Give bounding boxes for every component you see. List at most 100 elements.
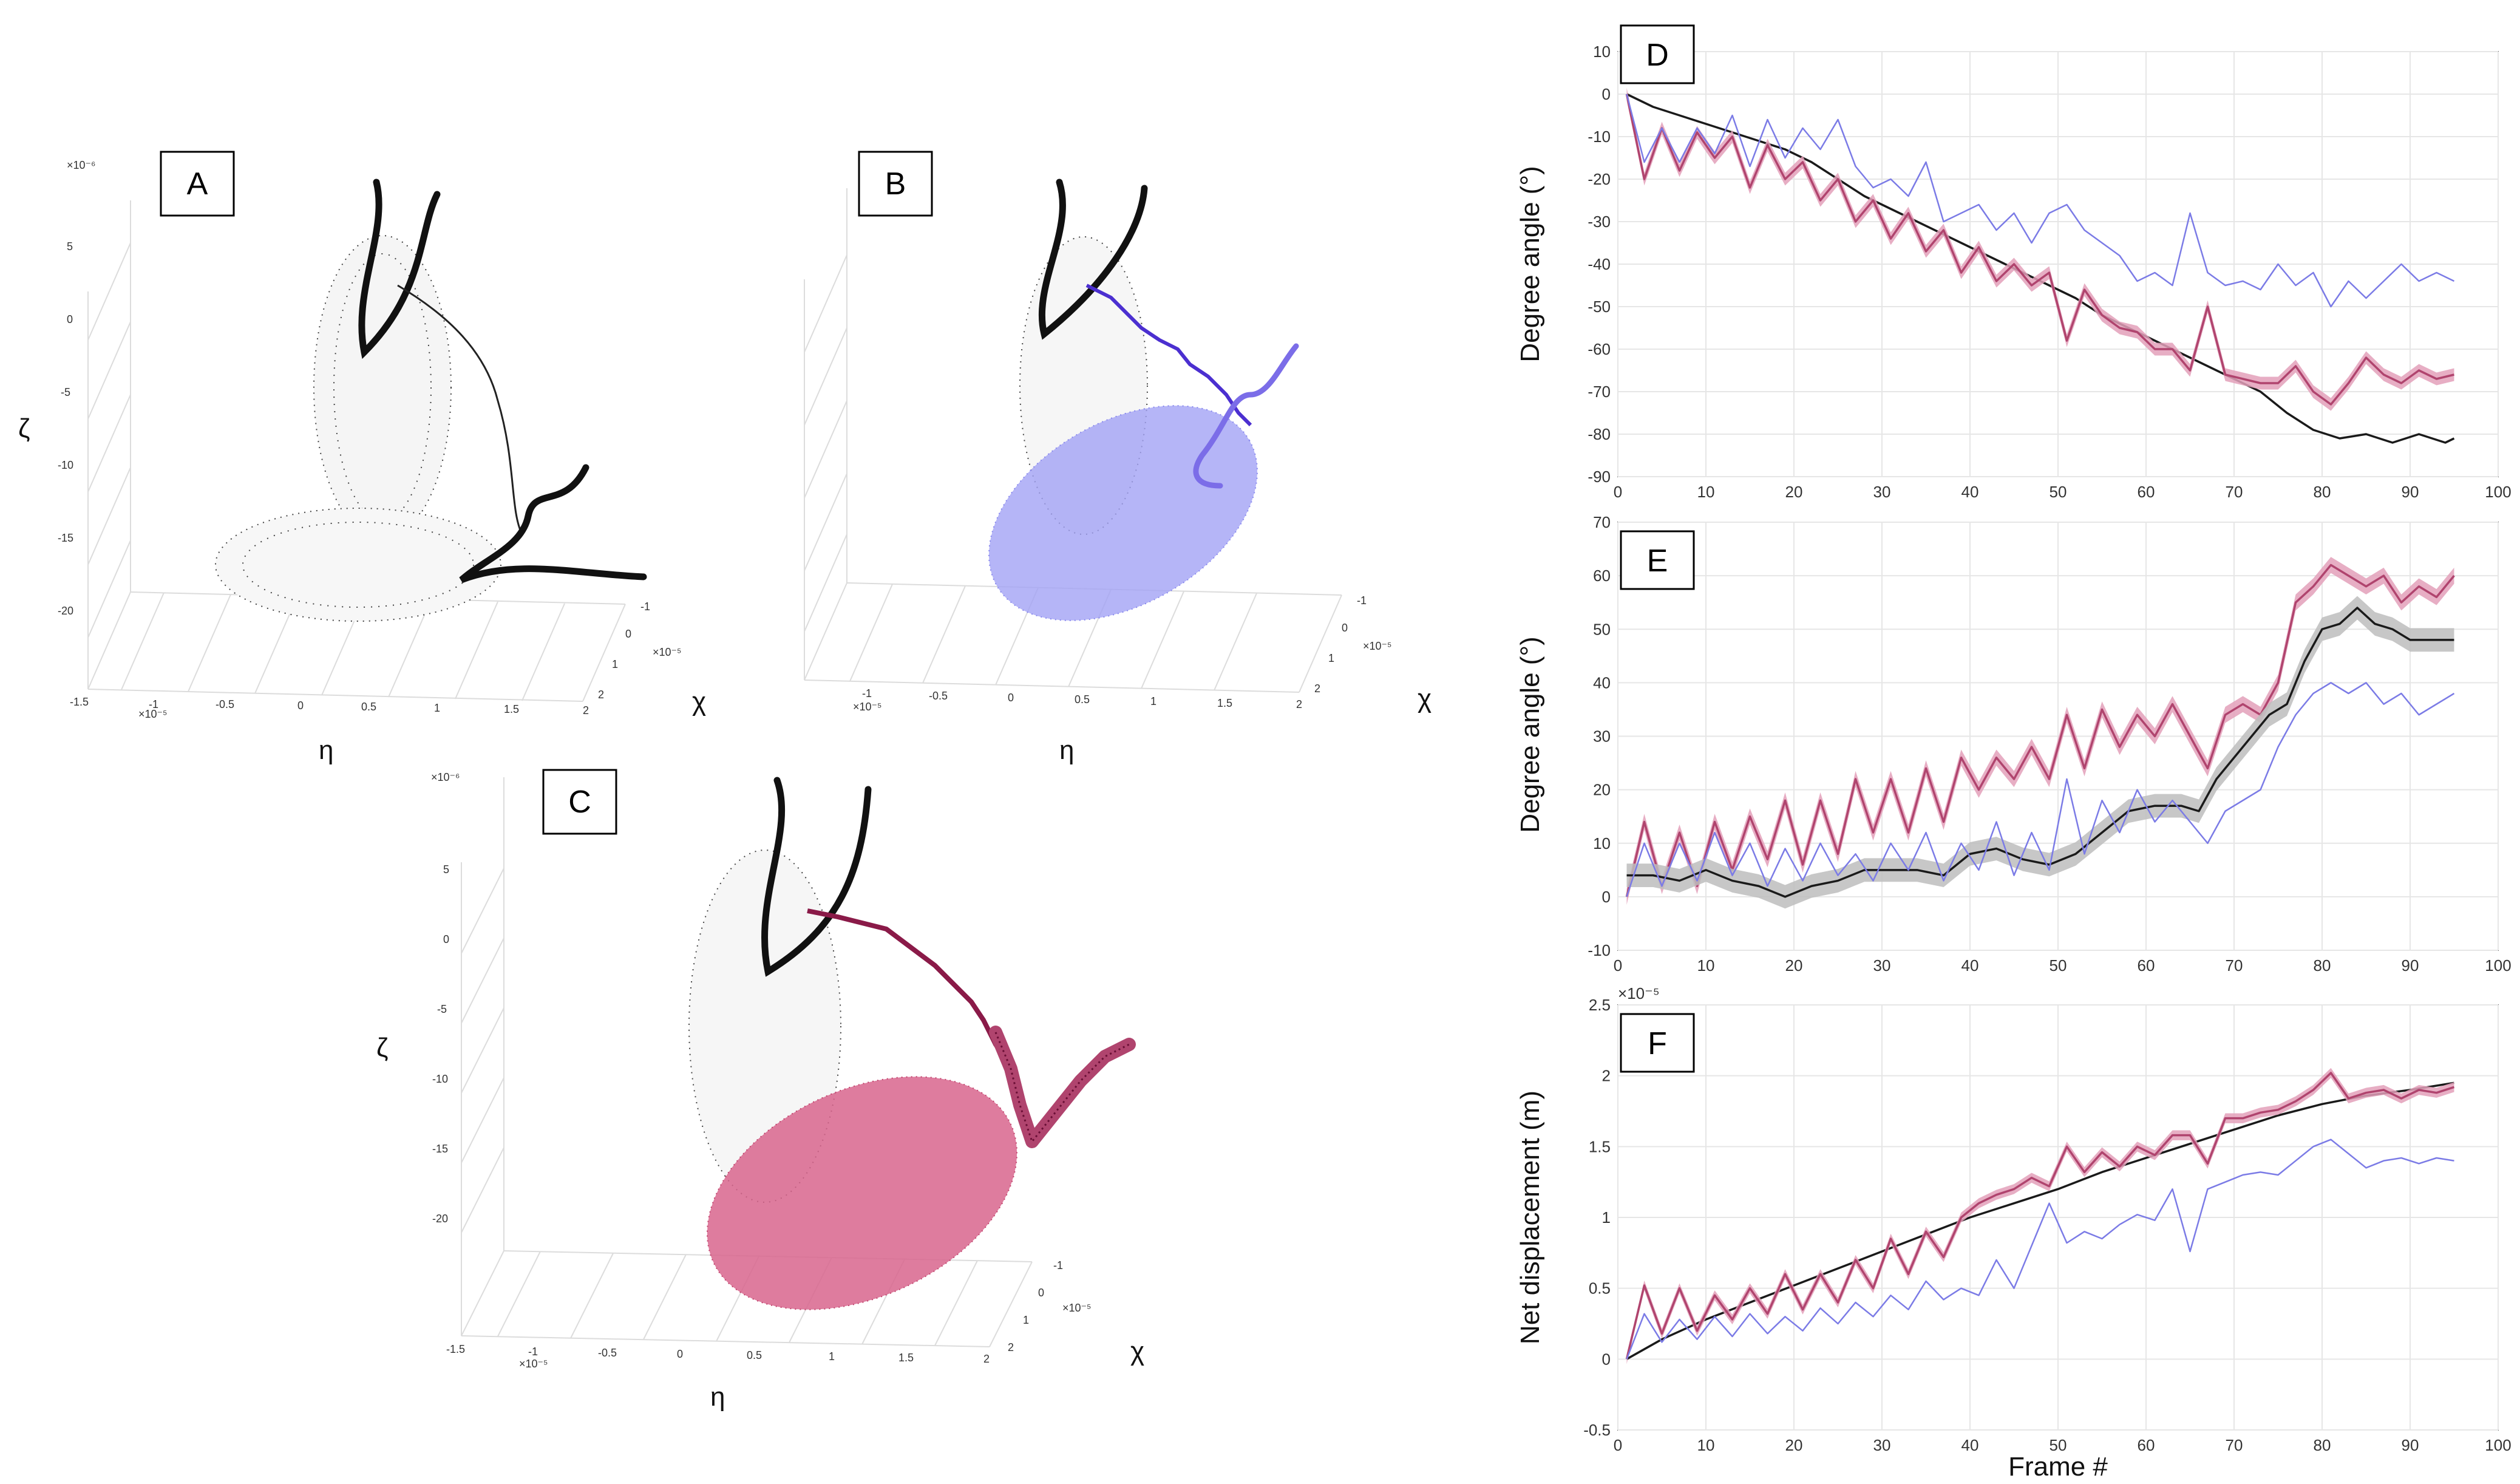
panel-a-chi-tick: 0 — [625, 628, 631, 640]
panel-b-eta-tick: -0.5 — [929, 690, 948, 702]
panel-a-trajectory — [397, 284, 523, 535]
panel-d-y-tick-label: -90 — [1588, 468, 1611, 486]
panel-d-magenta-series-line — [1625, 94, 2454, 406]
panel-e-x-tick-label: 90 — [2402, 956, 2419, 975]
panel-a-z-scale: ×10⁻⁶ — [67, 159, 95, 171]
panel-f-label: F — [1648, 1026, 1667, 1061]
panel-a-eta-tick: -1.5 — [70, 696, 89, 708]
panel-f-grid — [1617, 1004, 2499, 1431]
panel-d-y-tick-label: -20 — [1588, 170, 1611, 188]
panel-a-z-tick: -5 — [61, 386, 70, 398]
panel-b-chi-scale: ×10⁻⁵ — [1363, 640, 1392, 652]
panel-d-x-tick-label: 50 — [2050, 483, 2067, 501]
panel-e-y-tick-label: 50 — [1593, 620, 1611, 638]
panel-a-label: A — [187, 166, 208, 202]
panel-c-chi-label: χ — [1130, 1336, 1144, 1366]
panel-a-horizontal-ellipsoid — [215, 508, 501, 622]
panel-c-label-box — [542, 769, 617, 835]
panel-c-chi-tick: 2 — [1008, 1341, 1014, 1353]
panel-c-z-ticks: ×10⁻⁶ 5 0 -5 -10 -15 -20 — [431, 771, 460, 1225]
panel-e-y-tick-label: 10 — [1593, 834, 1611, 853]
panel-f-x-tick-label: 40 — [1961, 1436, 1979, 1454]
panel-e-x-tick-label: 0 — [1614, 956, 1622, 975]
panel-f-x-tick-label: 70 — [2226, 1436, 2243, 1454]
panel-e-y-tick-label: 60 — [1593, 567, 1611, 585]
panel-e-x-tick-label: 100 — [2485, 956, 2511, 975]
panel-d-x-tick-label: 80 — [2314, 483, 2331, 501]
panel-c-chi-ticks: 2 1 0 -1 ×10⁻⁵ — [1008, 1259, 1092, 1353]
panel-c-eta-tick: 0 — [677, 1348, 683, 1360]
panel-f-x-tick-label: 0 — [1614, 1436, 1622, 1454]
panel-e-series — [1625, 557, 2455, 909]
panel-c-eta-tick: 0.5 — [747, 1349, 762, 1361]
panel-a-final-cell-shape — [459, 464, 647, 584]
panel-a: ×10⁻⁶ 5 0 -5 -10 -15 -20 -1.5 -1 ×10⁻⁵ -… — [18, 151, 706, 765]
panel-e-y-tick-label: 30 — [1593, 727, 1611, 746]
panel-e-y-tick-label: -10 — [1588, 941, 1611, 959]
panel-e-y-ticks: 70 60 50 40 30 20 10 0 -10 — [1588, 513, 1611, 959]
panel-e-x-tick-label: 20 — [1785, 956, 1803, 975]
panel-c-eta-tick: -0.5 — [598, 1347, 617, 1359]
panel-a-z-tick: -20 — [58, 605, 73, 617]
panel-f-magenta-series-line — [1625, 1072, 2455, 1360]
panel-d-label-box — [1620, 24, 1695, 84]
panel-c-z-tick: 0 — [443, 933, 449, 945]
panel-c-label: C — [568, 785, 591, 820]
panel-a-initial-cell-shape — [358, 179, 441, 359]
panel-a-chi-tick: 1 — [612, 658, 618, 670]
panel-d-x-tick-label: 60 — [2138, 483, 2155, 501]
panel-e-x-tick-label: 60 — [2138, 956, 2155, 975]
panel-e-label-box — [1620, 530, 1695, 590]
panel-a-eta-tick: 0 — [297, 699, 304, 712]
panel-d-x-tick-label: 20 — [1785, 483, 1803, 501]
panel-e-blue-series-line — [1626, 682, 2455, 897]
panel-a-z-tick: 0 — [67, 313, 73, 325]
panel-d-x-tick-label: 100 — [2485, 483, 2511, 501]
panel-f-x-tick-label: 30 — [1873, 1436, 1891, 1454]
panel-b-grid — [804, 188, 1342, 693]
panel-c-z-tick: -20 — [432, 1213, 448, 1225]
panel-f-ylabel: Net displacement (m) — [1515, 1091, 1545, 1344]
panel-a-zeta-label: ζ — [18, 414, 30, 443]
panel-d-label: D — [1646, 38, 1669, 73]
panel-e-x-ticks: 0 10 20 30 40 50 60 70 80 90 100 — [1614, 956, 2512, 975]
panel-d-y-tick-label: -70 — [1588, 383, 1611, 401]
panel-d-y-tick-label: -40 — [1588, 255, 1611, 273]
panel-d-blue-series-line — [1626, 94, 2455, 308]
panel-e-y-tick-label: 20 — [1593, 781, 1611, 799]
panel-b-eta-ticks: -1 ×10⁻⁵ -0.5 0 0.5 1 1.5 2 — [853, 687, 1302, 713]
panel-b-eta-tick: 0.5 — [1075, 693, 1090, 706]
panel-d-x-tick-label: 30 — [1873, 483, 1891, 501]
panel-a-eta-label: η — [319, 735, 333, 765]
panel-e-y-tick-label: 70 — [1593, 513, 1611, 531]
panel-e-y-tick-label: 40 — [1593, 673, 1611, 692]
panel-e-y-tick-label: 0 — [1602, 888, 1611, 906]
panel-a-horizontal-ellipsoid-inner — [242, 522, 474, 608]
panel-f-x-ticks: 0 10 20 30 40 50 60 70 80 90 100 — [1614, 1436, 2512, 1454]
panel-f: 0 10 20 30 40 50 60 70 80 90 100 2.521.510.50-0.5 … — [1515, 984, 2512, 1482]
panel-c: ×10⁻⁶ 5 0 -5 -10 -15 -20 -1.5 -1 ×10⁻⁵ -… — [376, 769, 1144, 1412]
panel-d-grid — [1617, 51, 2499, 477]
panel-e-grid — [1617, 522, 2499, 951]
panel-a-chi-scale: ×10⁻⁵ — [653, 646, 682, 658]
panel-b-blue-trajectory — [1085, 284, 1252, 427]
panel-d-x-tick-label: 0 — [1614, 483, 1622, 501]
panel-f-x-tick-label: 50 — [2050, 1436, 2067, 1454]
panel-f-y-tick-label: 0 — [1602, 1350, 1611, 1368]
panel-f-y-tick-label: 1 — [1602, 1208, 1611, 1227]
panel-a-chi-ticks: 2 1 0 -1 ×10⁻⁵ — [598, 601, 682, 701]
panel-b-eta-label: η — [1059, 735, 1074, 765]
panel-f-y-tick-label: 2.5 — [1589, 996, 1611, 1014]
panel-a-z-tick: -15 — [58, 532, 73, 544]
panel-b-label: B — [885, 166, 906, 202]
panel-f-xlabel: Frame # — [2008, 1452, 2108, 1482]
panel-f-y-tick-label: 2 — [1602, 1067, 1611, 1085]
panel-d-x-tick-label: 70 — [2226, 483, 2243, 501]
panel-d-y-tick-label: 0 — [1602, 85, 1611, 103]
panel-c-initial-cell-shape — [761, 777, 872, 977]
panel-d-x-tick-label: 10 — [1697, 483, 1715, 501]
panel-c-z-tick: -5 — [437, 1003, 447, 1015]
panel-c-eta-scale: ×10⁻⁵ — [519, 1358, 548, 1370]
panel-b-chi-tick: 2 — [1314, 682, 1320, 695]
